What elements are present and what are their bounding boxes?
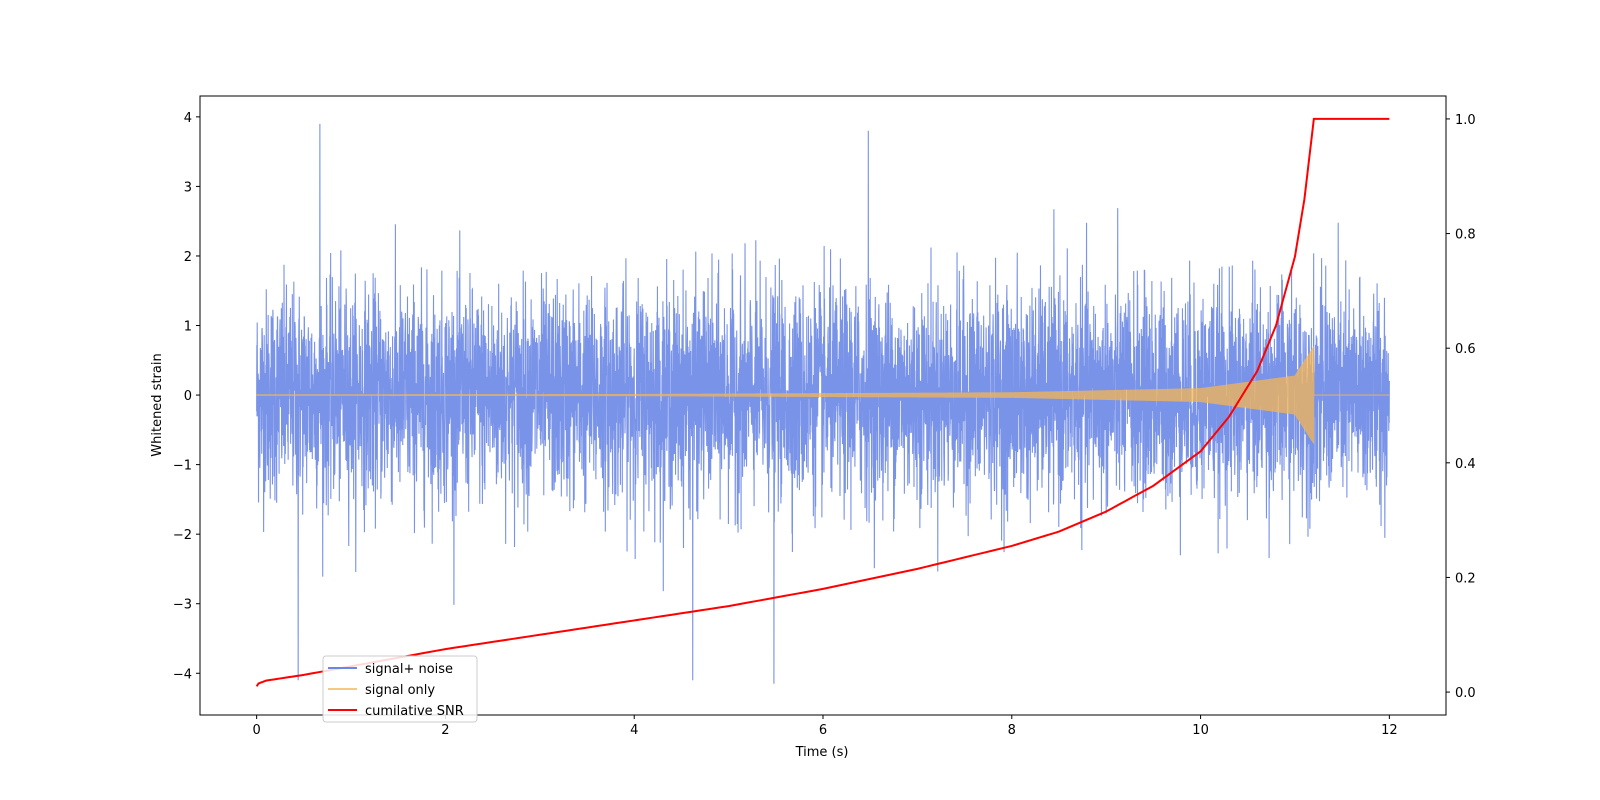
x-axis-label: Time (s) (795, 745, 849, 760)
series-signal-only-line (256, 346, 1390, 444)
x-tick-label: 4 (630, 723, 638, 738)
y2-tick-label: 0.6 (1455, 342, 1476, 357)
y2-tick-label: 1.0 (1455, 113, 1476, 128)
y-tick-label: 1 (184, 320, 192, 335)
y2-tick-label: 0.0 (1455, 686, 1476, 701)
y-axis-left: −4 −3 −2 −1 0 1 2 3 4 (173, 111, 200, 682)
y-tick-label: −4 (173, 667, 192, 682)
y-axis-label: Whitened strain (150, 353, 165, 456)
x-tick-label: 6 (819, 723, 827, 738)
x-tick-label: 2 (441, 723, 449, 738)
x-axis: 0 2 4 6 8 10 12 (252, 715, 1398, 738)
x-tick-label: 10 (1192, 723, 1209, 738)
y-tick-label: −1 (173, 459, 192, 474)
x-tick-label: 12 (1381, 723, 1398, 738)
legend-box (322, 655, 478, 723)
y2-tick-label: 0.8 (1455, 228, 1476, 243)
y-tick-label: 2 (184, 250, 192, 265)
y-tick-label: −2 (173, 528, 192, 543)
x-tick-label: 8 (1008, 723, 1016, 738)
legend: signal+ noise signal only cumilative SNR (322, 655, 478, 723)
y2-tick-label: 0.4 (1455, 457, 1476, 472)
y-tick-label: 0 (184, 389, 192, 404)
y-axis-right: 0.0 0.2 0.4 0.6 0.8 1.0 (1446, 113, 1476, 701)
legend-label-signal-noise: signal+ noise (365, 662, 453, 677)
series-signal-noise-line (256, 123, 1390, 684)
x-tick-label: 0 (252, 723, 260, 738)
y2-tick-label: 0.2 (1455, 571, 1476, 586)
y-tick-label: −3 (173, 598, 192, 613)
y-tick-label: 4 (184, 111, 192, 126)
legend-label-cumulative-snr: cumilative SNR (365, 704, 464, 719)
legend-label-signal-only: signal only (365, 683, 435, 698)
y-tick-label: 3 (184, 180, 192, 195)
